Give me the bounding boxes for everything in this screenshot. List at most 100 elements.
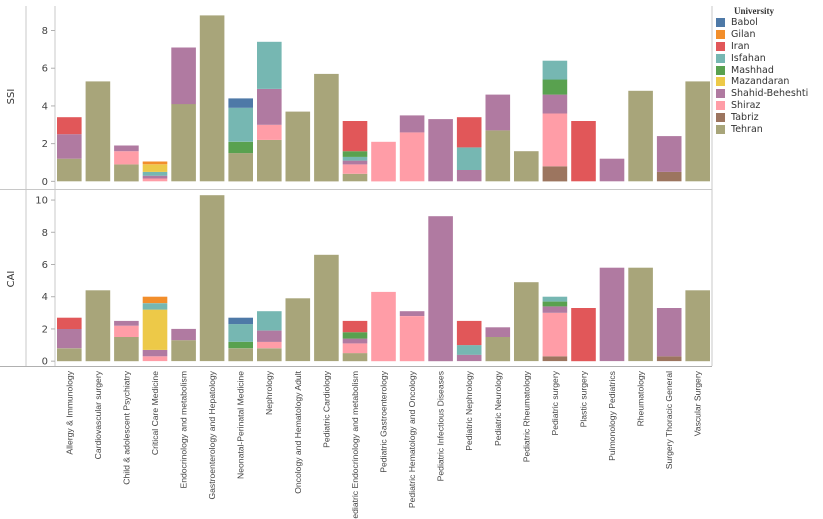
legend-item: Shiraz: [716, 100, 822, 112]
legend-item: Shahid-Beheshti: [716, 88, 822, 100]
x-tick-label: Neonatal-Perinatal Medicine: [236, 371, 246, 479]
bar-segment: [142, 178, 168, 182]
bar-segment: [456, 354, 482, 362]
bar-segment: [514, 282, 539, 362]
bar-segment: [456, 117, 482, 148]
chart-frame: [0, 6, 713, 367]
bar-segment: [171, 47, 196, 105]
legend-item: Tabriz: [716, 111, 822, 123]
y-tick-label: 10: [35, 196, 48, 207]
x-tick-label: Gastroenterology and Hepatology: [207, 370, 217, 499]
bar-segment: [542, 312, 568, 357]
bar-segment: [57, 317, 82, 329]
bar-segment: [199, 15, 225, 182]
x-tick-label: Pediatric Neurology: [493, 370, 503, 446]
bar-segment: [142, 309, 168, 350]
legend-label: Shiraz: [731, 99, 761, 111]
bar-segment: [542, 113, 568, 167]
legend-item: Mashhad: [716, 64, 822, 76]
bar-segment: [342, 160, 368, 165]
bar-segment: [342, 332, 368, 339]
bar-segment: [171, 340, 196, 362]
bar-segment: [656, 356, 682, 362]
legend-label: Gilan: [731, 29, 756, 41]
bar-segment: [342, 338, 368, 344]
bar-segment: [285, 298, 311, 362]
bar-segment: [514, 151, 539, 182]
bar-segment: [342, 164, 368, 174]
x-tick-label: Surgery Thoracic General: [664, 371, 674, 469]
legend-label: Mashhad: [731, 64, 774, 76]
bar-segment: [656, 308, 682, 357]
bar-segment: [114, 164, 139, 182]
bar-segment: [456, 170, 482, 182]
bar-segment: [542, 356, 568, 362]
x-tick-label: Pediatric Endocrinology and metabolism: [350, 371, 360, 519]
bar-segment: [485, 94, 511, 131]
bar-segment: [428, 216, 453, 362]
bar-segment: [685, 290, 710, 362]
x-tick-label: Pediatric Gastroenterology: [379, 370, 389, 472]
bar-segment: [342, 151, 368, 157]
bar-segment: [456, 320, 482, 346]
legend-title: University: [734, 6, 774, 16]
legend-swatch: [716, 53, 725, 63]
legend-label: Iran: [731, 40, 750, 52]
y-tick-label: 8: [42, 228, 48, 239]
x-tick-label: Pediatric Nephrology: [464, 370, 474, 450]
bar-segment: [257, 124, 282, 140]
legend-label: Shahid-Beheshti: [731, 88, 809, 100]
bar-segment: [485, 130, 511, 182]
bar-segment: [114, 337, 139, 362]
x-tick-label: Plastic surgery: [578, 370, 588, 427]
y-tick-label: 0: [42, 177, 48, 188]
bar-segment: [57, 328, 82, 349]
y-tick-label: 6: [42, 64, 48, 75]
x-tick-label: Pediatric Rheumatology: [521, 370, 531, 462]
bar-segment: [171, 328, 196, 341]
bar-segment: [628, 90, 653, 182]
legend-label: Tehran: [731, 123, 763, 135]
bar-segment: [628, 267, 653, 362]
bar-segment: [57, 134, 82, 159]
bar-segment: [571, 308, 596, 362]
bar-segment: [656, 171, 682, 182]
panel-label: SSI: [6, 89, 17, 105]
legend-swatch: [716, 65, 725, 75]
legend-item: Tehran: [716, 123, 822, 135]
bar-segment: [114, 151, 139, 165]
bar-segment: [314, 254, 339, 362]
legend-label: Babol: [731, 17, 758, 29]
legend-swatch: [716, 112, 725, 122]
bar-segment: [342, 320, 368, 333]
bar-segment: [542, 306, 568, 313]
y-tick-label: 0: [42, 357, 48, 368]
bar-segment: [57, 117, 82, 135]
bar-segment: [542, 296, 568, 302]
bar-segment: [228, 324, 253, 342]
legend-swatch: [716, 89, 725, 99]
bar-segment: [542, 301, 568, 307]
bar-segment: [257, 139, 282, 182]
bar-segment: [85, 290, 111, 362]
bar-segment: [142, 356, 168, 362]
bar-segment: [342, 353, 368, 362]
x-tick-label: Pediatric Infectious Diseases: [436, 371, 446, 481]
legend-item: Iran: [716, 41, 822, 53]
legend-swatch: [716, 100, 725, 110]
bar-segment: [371, 291, 396, 362]
legend-swatch: [716, 30, 725, 40]
legend-label: Mazandaran: [731, 76, 790, 88]
bar-segment: [228, 341, 253, 349]
bar-segment: [285, 111, 311, 182]
bar-segment: [399, 316, 425, 362]
bar-segment: [142, 161, 168, 165]
bar-segment: [656, 136, 682, 172]
x-tick-label: Cardiovascular surgery: [93, 370, 103, 459]
x-tick-label: Rheumatology: [636, 370, 646, 426]
bar-segment: [142, 303, 168, 310]
bar-segment: [428, 119, 453, 182]
bar-segment: [142, 171, 168, 176]
bar-segment: [599, 158, 625, 182]
